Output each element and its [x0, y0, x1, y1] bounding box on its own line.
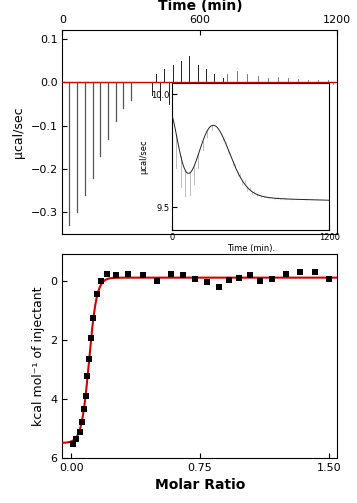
Point — [91, 314, 96, 322]
Point — [70, 440, 76, 448]
X-axis label: Time (min): Time (min) — [157, 0, 242, 13]
Point — [226, 276, 232, 284]
Point — [88, 334, 94, 343]
Point — [140, 271, 146, 279]
Point — [257, 277, 263, 285]
Point — [98, 277, 104, 285]
Point — [168, 270, 174, 278]
Point — [81, 405, 87, 413]
Point — [269, 275, 275, 283]
Point — [86, 355, 92, 363]
Point — [192, 275, 198, 283]
Point — [237, 274, 242, 282]
Point — [94, 290, 100, 298]
Point — [83, 392, 89, 400]
Point — [85, 372, 90, 380]
Point — [77, 428, 82, 436]
Point — [247, 271, 253, 279]
Point — [125, 270, 131, 278]
Point — [79, 418, 85, 426]
Point — [180, 271, 186, 279]
Point — [73, 435, 79, 443]
Point — [297, 268, 302, 276]
Y-axis label: kcal mol⁻¹ of injectant: kcal mol⁻¹ of injectant — [32, 286, 45, 426]
Point — [204, 278, 210, 286]
Point — [154, 277, 160, 285]
Y-axis label: μcal/sec: μcal/sec — [12, 106, 25, 158]
Point — [326, 275, 332, 283]
Point — [216, 283, 222, 291]
Point — [104, 270, 110, 278]
Point — [113, 272, 119, 280]
X-axis label: Molar Ratio: Molar Ratio — [155, 478, 245, 492]
Point — [283, 270, 289, 278]
Point — [312, 268, 318, 276]
